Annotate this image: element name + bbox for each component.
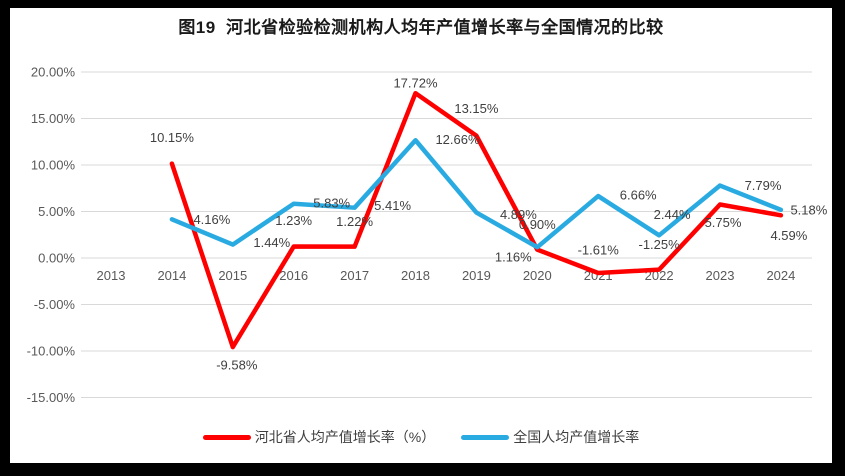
x-axis-label: 2015 <box>218 268 247 283</box>
x-axis-label: 2020 <box>523 268 552 283</box>
data-label: 5.75% <box>705 215 742 230</box>
hebei-series-swatch-line <box>202 434 251 440</box>
y-axis-tick-label: -10.00% <box>27 344 76 359</box>
y-axis-tick-label: -5.00% <box>34 297 76 312</box>
y-axis-tick-label: 20.00% <box>31 65 76 80</box>
chart-legend: 河北省人均产值增长率（%） 全国人均产值增长率 <box>10 427 832 447</box>
chart-title: 图19 河北省检验检测机构人均年产值增长率与全国情况的比较 <box>178 18 664 37</box>
data-label: 2.44% <box>654 207 691 222</box>
data-label: 13.15% <box>454 101 499 116</box>
data-label: 1.23% <box>275 213 312 228</box>
y-axis-tick-label: 15.00% <box>31 111 76 126</box>
data-label: 17.72% <box>393 76 438 91</box>
x-axis-label: 2019 <box>462 268 491 283</box>
y-axis-tick-label: 5.00% <box>38 204 75 219</box>
data-label: 5.18% <box>790 202 827 217</box>
data-label: 4.59% <box>770 228 807 243</box>
y-axis-tick-label: -15.00% <box>27 390 76 405</box>
data-label: 1.44% <box>253 235 290 250</box>
data-label: 5.41% <box>374 198 411 213</box>
national-series-swatch-line <box>461 434 510 440</box>
x-axis-label: 2018 <box>401 268 430 283</box>
data-label: 5.83% <box>313 195 350 210</box>
national-series-line <box>169 138 784 250</box>
x-axis-label: 2016 <box>279 268 308 283</box>
data-label: 4.89% <box>500 207 537 222</box>
line-chart: 20.00% 15.00% 10.00% 5.00% 0.00% -5.00% -10.00… <box>27 65 828 406</box>
legend-item-hebei: 河北省人均产值增长率（%） <box>202 427 436 447</box>
y-axis-tick-label: 0.00% <box>38 251 75 266</box>
data-label: -1.25% <box>638 237 680 252</box>
hebei-series-line <box>169 90 784 350</box>
data-label: 6.66% <box>620 188 657 203</box>
x-axis-label: 2017 <box>340 268 369 283</box>
data-label: 10.15% <box>150 130 195 145</box>
x-axis-label: 2014 <box>157 268 186 283</box>
hebei-series-label: 河北省人均产值增长率（%） <box>254 429 436 445</box>
y-axis-tick-label: 10.00% <box>31 158 76 173</box>
x-axis-label: 2024 <box>766 268 795 283</box>
data-label: 4.16% <box>193 212 230 227</box>
data-label: 1.16% <box>495 250 532 265</box>
data-label: 7.79% <box>745 178 782 193</box>
x-axis-label: 2013 <box>97 268 126 283</box>
national-series-label: 全国人均产值增长率 <box>513 429 640 445</box>
chart-area: 图19 河北省检验检测机构人均年产值增长率与全国情况的比较 20.00% 15.0… <box>10 8 832 463</box>
data-label: -1.61% <box>578 242 620 257</box>
data-label: 0.90% <box>519 217 556 232</box>
data-label: 12.66% <box>435 132 480 147</box>
legend-item-national: 全国人均产值增长率 <box>461 427 639 447</box>
data-label: -9.58% <box>216 358 258 373</box>
x-axis-label: 2023 <box>706 268 735 283</box>
data-label: 1.22% <box>336 214 373 229</box>
